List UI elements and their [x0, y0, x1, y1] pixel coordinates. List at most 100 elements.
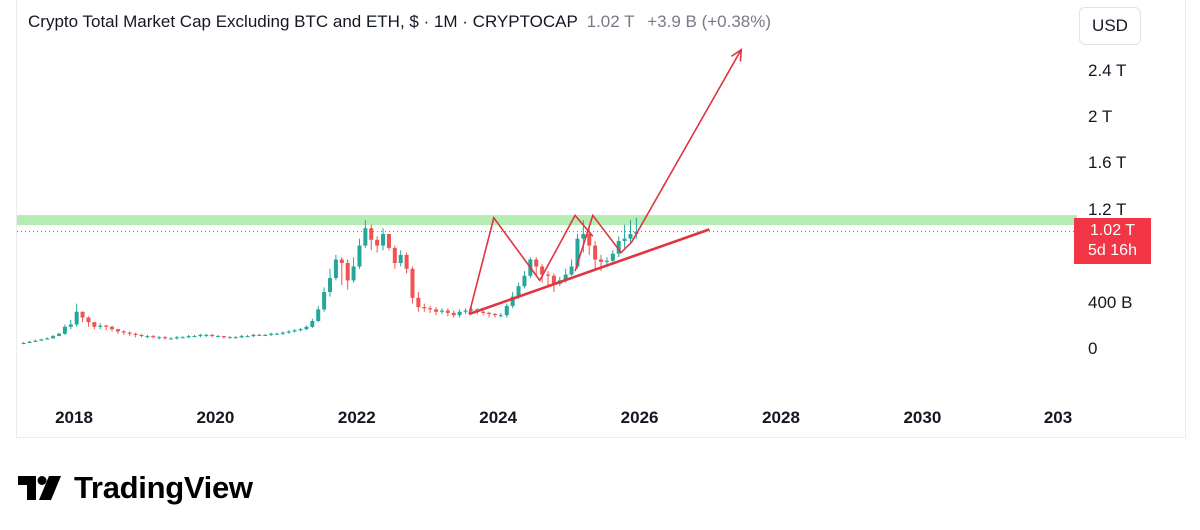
candle-body [457, 311, 462, 316]
candle-body [386, 234, 391, 248]
candle [115, 329, 120, 334]
candle-body [369, 228, 374, 240]
x-tick-label: 2018 [55, 408, 93, 427]
candle-body [21, 343, 26, 345]
candle-body [351, 266, 356, 281]
candle [392, 245, 397, 269]
candle-body [92, 322, 97, 327]
candle-body [333, 259, 338, 279]
candle-body [551, 275, 556, 284]
candle [263, 333, 268, 337]
tradingview-logo[interactable]: TradingView [18, 470, 253, 506]
candle-body [33, 340, 38, 342]
candle-body [251, 334, 256, 337]
candle-body [546, 274, 551, 276]
candle-body [104, 325, 109, 327]
candle [333, 254, 338, 281]
candle [463, 308, 468, 315]
candle [216, 334, 221, 338]
candle [163, 336, 168, 340]
candle-body [157, 337, 162, 339]
candle-body [339, 259, 344, 263]
candle [280, 331, 285, 335]
currency-button[interactable]: USD [1079, 7, 1141, 45]
candle-body [398, 254, 403, 263]
candle [45, 337, 50, 340]
candle-body [375, 239, 380, 246]
candle-body [239, 336, 244, 338]
candle [98, 323, 103, 330]
zigzag-drawing-2 [574, 213, 633, 272]
candle [363, 220, 368, 248]
candle [487, 311, 492, 318]
y-tick-label: 2.4 T [1088, 60, 1127, 80]
candle [251, 333, 256, 338]
candle-body [298, 329, 303, 331]
candle [51, 334, 56, 339]
chart-canvas[interactable] [17, 0, 1187, 438]
y-tick-label: 2 T [1088, 107, 1113, 126]
candle-body [581, 234, 586, 239]
candle [151, 334, 156, 339]
candle [57, 332, 61, 337]
candle [616, 236, 621, 258]
candle-body [569, 266, 574, 275]
candle [227, 336, 232, 339]
candle [210, 333, 215, 338]
candle [62, 324, 67, 335]
candle-body [357, 245, 362, 267]
candle [339, 257, 344, 286]
chart-panel [16, 0, 1186, 438]
y-tick-label: 1.6 T [1088, 153, 1127, 173]
candle-body [192, 336, 197, 338]
resistance-zone [17, 215, 1077, 226]
price-tag-value: 1.02 T [1089, 222, 1136, 239]
candle-body [51, 336, 56, 339]
candle [245, 334, 250, 338]
candle-body [257, 334, 262, 336]
candle [127, 331, 132, 337]
candle-body [381, 234, 386, 246]
candle-body [186, 336, 191, 338]
candle-body [292, 330, 297, 332]
candle [33, 339, 38, 342]
candle [157, 336, 162, 340]
candle [416, 292, 421, 312]
candle [534, 257, 539, 276]
candle-body [139, 334, 144, 337]
x-tick-label: 2026 [620, 408, 659, 427]
candle-body [45, 338, 50, 340]
candle-body [168, 338, 173, 340]
candle [86, 316, 91, 327]
candle [434, 307, 439, 316]
candle [27, 340, 32, 344]
candle [439, 308, 444, 315]
candle [269, 332, 274, 337]
candle-body [133, 333, 138, 335]
tradingview-logo-icon [18, 476, 61, 500]
candle-body [451, 312, 456, 316]
candle [569, 259, 574, 276]
candle [386, 234, 391, 251]
candle-body [599, 259, 604, 262]
candle [451, 310, 456, 318]
candle [593, 240, 598, 269]
candle [204, 333, 209, 338]
projection-arrow [630, 49, 742, 243]
candle [92, 322, 97, 330]
candle-body [622, 238, 627, 241]
projection-arrow-head [730, 47, 743, 62]
candle-body [316, 309, 321, 321]
candle [322, 287, 327, 312]
candle [428, 305, 433, 313]
candle [186, 334, 191, 339]
candle [233, 336, 238, 339]
candle-body [27, 341, 32, 344]
x-tick-label: 2020 [196, 408, 235, 427]
candle [369, 224, 374, 251]
candle-body [434, 309, 439, 312]
candle [298, 327, 303, 332]
candle-body [280, 332, 285, 334]
candle-body [180, 337, 185, 339]
candle [345, 259, 350, 290]
